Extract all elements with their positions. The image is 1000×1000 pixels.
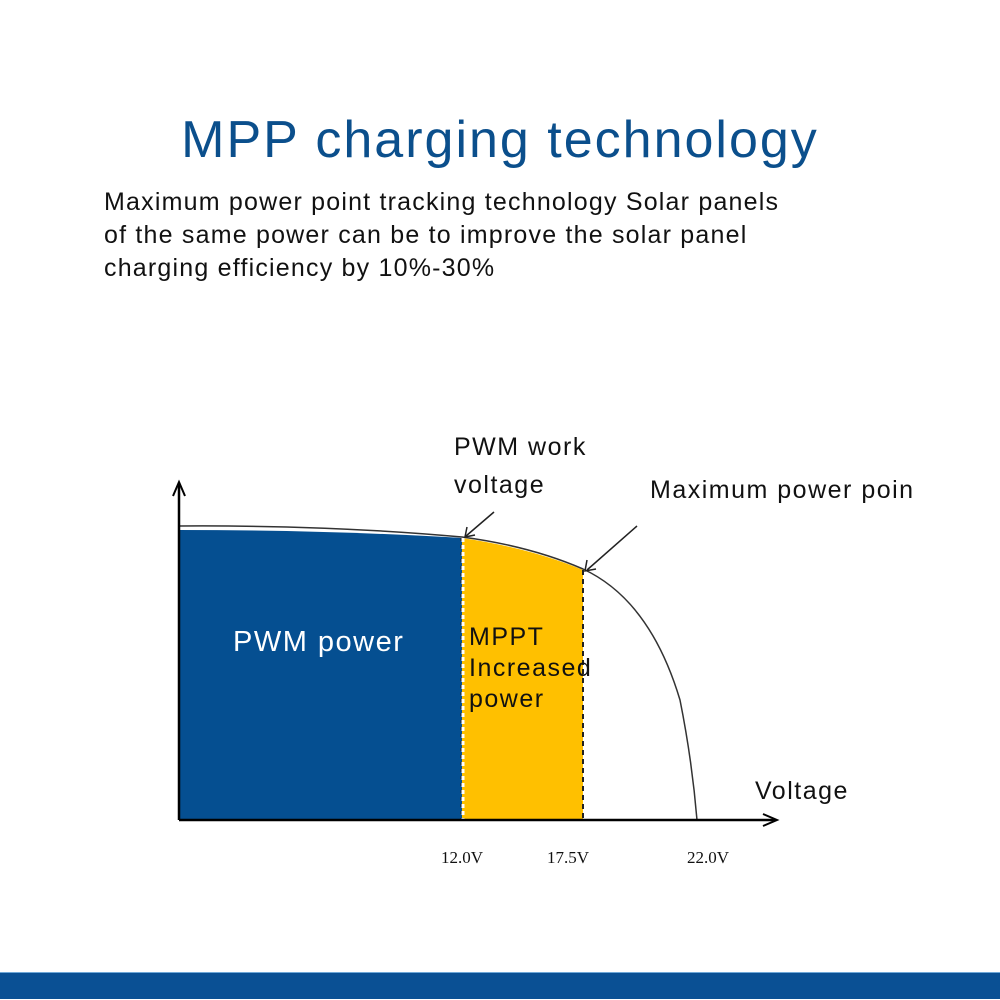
pwm-power-label: PWM power: [233, 626, 405, 658]
mppt-power-region: [462, 538, 583, 820]
pwm-power-region: [179, 530, 462, 820]
x-axis-arrow-icon: [762, 813, 780, 827]
page-title: MPP charging technology: [181, 111, 819, 169]
iv-curve: [178, 525, 698, 821]
mpp-annotation-arrow-icon: [584, 559, 597, 572]
description: Maximum power point tracking technology …: [104, 186, 924, 285]
max-power-point-annotation: Maximum power poin: [650, 476, 915, 504]
tick-22v: 22.0V: [687, 848, 730, 867]
mppt-increased-power-label: MPPT Increased power: [469, 623, 593, 713]
y-axis-arrow-icon: [172, 479, 186, 497]
pwm-annotation-arrow-icon: [464, 526, 476, 538]
x-axis-label: Voltage: [755, 777, 849, 805]
bottom-bar: [0, 972, 1000, 999]
pwm-work-voltage-annotation: PWM work voltage: [454, 433, 587, 499]
description-line: of the same power can be to improve the …: [104, 221, 748, 249]
description-line: charging efficiency by 10%-30%: [104, 254, 496, 282]
tick-17-5v: 17.5V: [547, 848, 590, 867]
tick-12v: 12.0V: [441, 848, 484, 867]
description-line: Maximum power point tracking technology …: [104, 188, 780, 216]
